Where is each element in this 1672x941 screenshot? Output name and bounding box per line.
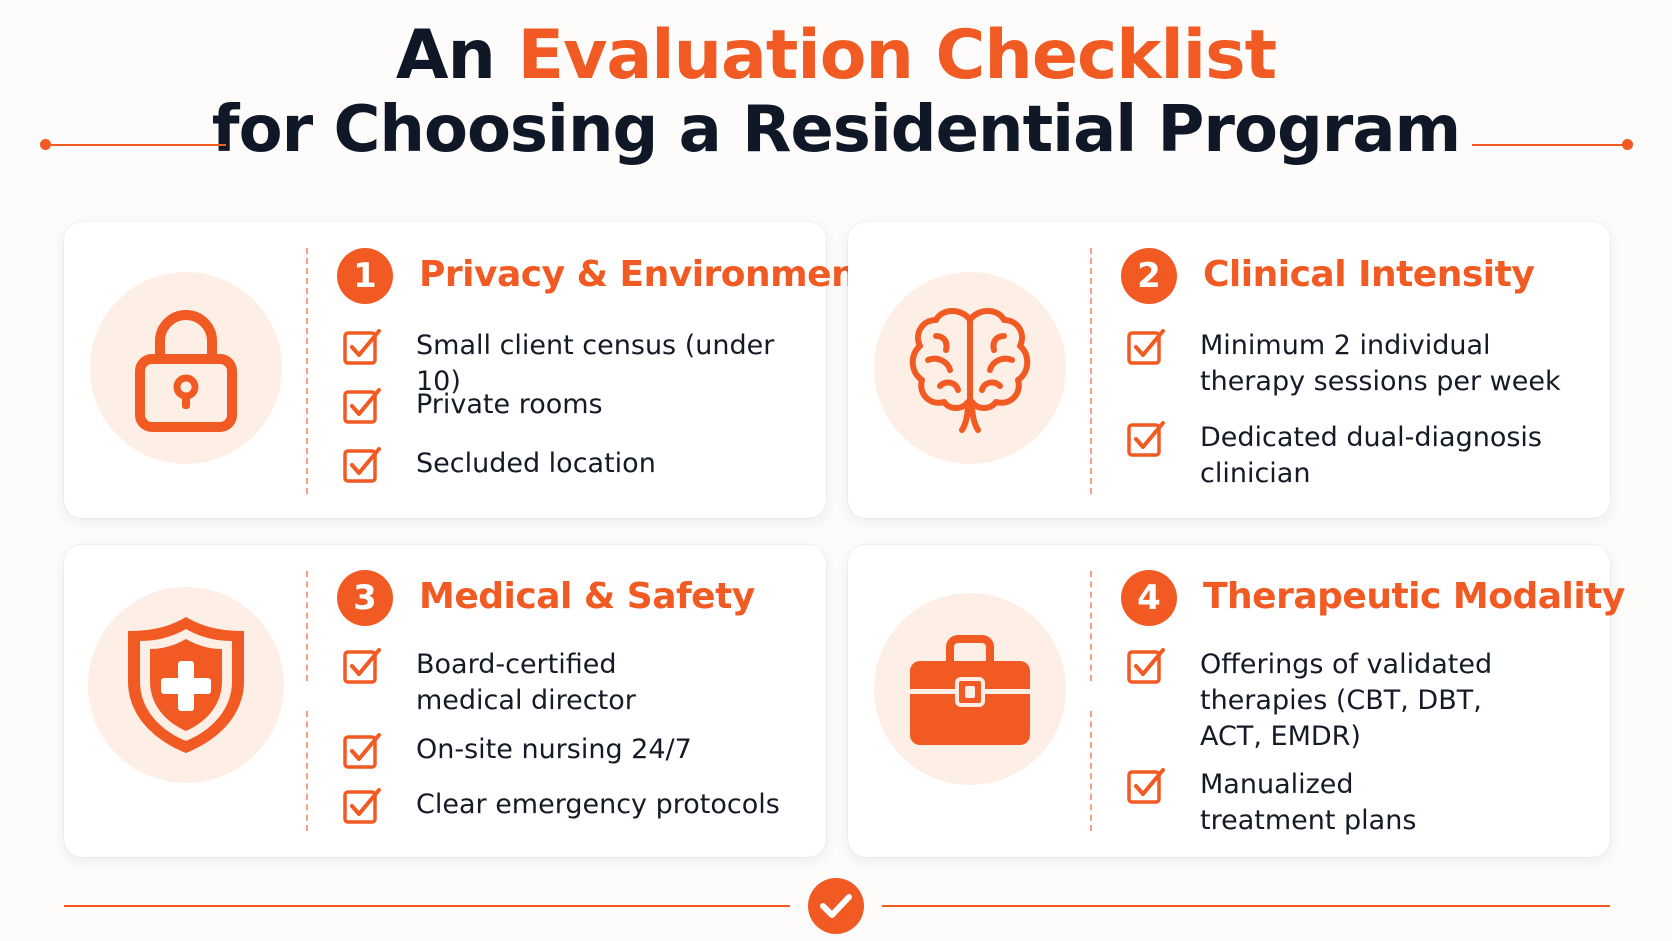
checklist-item: Offerings of validated therapies (CBT, D… (1126, 647, 1492, 755)
checklist-item: Secluded location (342, 446, 656, 484)
checkbox-checked-icon (343, 788, 381, 824)
divider (1090, 248, 1092, 494)
shield-cross-icon (128, 617, 244, 753)
checklist-item: Board-certified medical director (342, 647, 636, 719)
icon-circle (874, 272, 1066, 464)
checklist-item-text: Small client census (under 10) (416, 330, 775, 397)
checkmark-circle-icon (808, 878, 864, 934)
section-card-medical: 3 Medical & Safety Board-certified medic… (64, 545, 826, 857)
title-line-2: for Choosing a Residential Program (211, 93, 1461, 167)
checkbox-checked-icon (343, 329, 381, 365)
checklist-item: Clear emergency protocols (342, 787, 780, 825)
section-card-therapeutic: 4 Therapeutic Modality Offerings of vali… (848, 545, 1625, 857)
icon-circle (874, 593, 1066, 785)
title-right-dot (1622, 139, 1633, 150)
checkbox-checked-icon (343, 388, 381, 424)
checklist-item: Private rooms (342, 387, 603, 425)
section-heading: Privacy & Environment (419, 254, 873, 295)
checkbox-checked-icon (1127, 768, 1165, 804)
checklist-item-text: Manualized treatment plans (1200, 769, 1417, 836)
section-heading: Therapeutic Modality (1203, 576, 1625, 617)
title-line-1: An Evaluation Checklist (395, 16, 1277, 95)
checkbox-checked-icon (1127, 421, 1165, 457)
brain-icon (909, 308, 1031, 433)
section-card-clinical: 2 Clinical Intensity Minimum 2 individua… (848, 222, 1610, 518)
checklist-item-text: Board-certified medical director (416, 649, 636, 716)
checklist-item-text: Minimum 2 individual therapy sessions pe… (1200, 330, 1561, 397)
divider (306, 571, 308, 681)
checkbox-checked-icon (343, 733, 381, 769)
section-heading: Medical & Safety (419, 576, 755, 617)
divider (1090, 571, 1092, 681)
checklist-item-text: Secluded location (416, 448, 656, 479)
section-number-badge: 2 (1121, 248, 1177, 304)
checkbox-checked-icon (1127, 329, 1165, 365)
section-card-privacy: 1 Privacy & Environment Small client cen… (64, 222, 873, 518)
checklist-item: Minimum 2 individual therapy sessions pe… (1126, 328, 1561, 400)
checklist-item-text: Dedicated dual-diagnosis clinician (1200, 422, 1542, 489)
checklist-item: Manualized treatment plans (1126, 767, 1416, 839)
section-number-badge: 4 (1121, 570, 1177, 626)
divider (306, 711, 308, 831)
page-title: An Evaluation Checklist for Choosing a R… (0, 16, 1672, 167)
title-left-rule (46, 144, 226, 146)
section-number-badge: 1 (337, 248, 393, 304)
divider (1090, 711, 1092, 831)
checklist-item: Small client census (under 10) (342, 328, 826, 400)
checklist-item: On-site nursing 24/7 (342, 732, 692, 770)
footer-rule-left (64, 905, 790, 907)
checklist-item-text: Clear emergency protocols (416, 789, 780, 820)
footer-rule-right (882, 905, 1610, 907)
title-left-dot (40, 139, 51, 150)
divider (306, 248, 308, 494)
checkbox-checked-icon (343, 447, 381, 483)
section-number-badge: 3 (337, 570, 393, 626)
checklist-item: Dedicated dual-diagnosis clinician (1126, 420, 1542, 492)
checklist-item-text: On-site nursing 24/7 (416, 734, 692, 765)
title-accent: Evaluation Checklist (517, 16, 1277, 95)
title-right-rule (1472, 144, 1630, 146)
checkbox-checked-icon (343, 648, 381, 684)
padlock-icon (135, 310, 237, 432)
toolkit-briefcase-icon (910, 635, 1030, 745)
section-heading: Clinical Intensity (1203, 254, 1535, 295)
icon-circle (90, 272, 282, 464)
icon-circle (88, 587, 284, 783)
checklist-item-text: Private rooms (416, 389, 603, 420)
checkbox-checked-icon (1127, 648, 1165, 684)
checklist-item-text: Offerings of validated therapies (CBT, D… (1200, 649, 1493, 752)
